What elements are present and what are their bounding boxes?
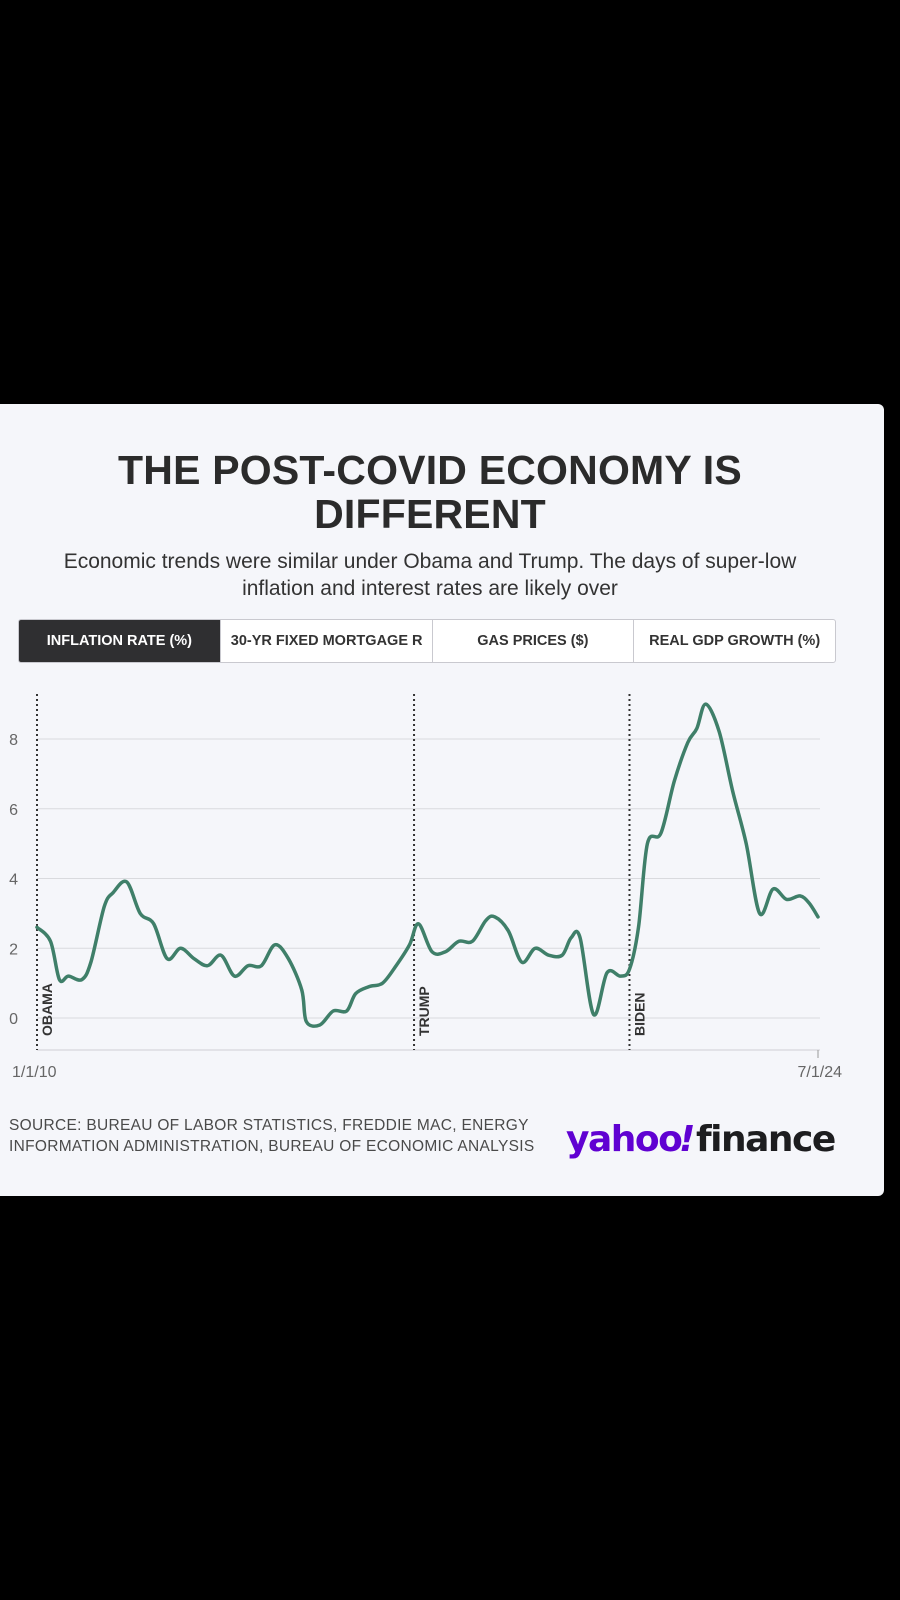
y-tick-label: 6 [9, 802, 18, 819]
chart-subtitle-line-2: inflation and interest rates are likely … [242, 577, 618, 600]
metric-tabs: INFLATION RATE (%) 30-YR FIXED MORTGAGE … [18, 619, 836, 663]
term-label: TRUMP [416, 986, 432, 1036]
yahoo-finance-logo: yahoo ! finance [566, 1119, 836, 1160]
chart-subtitle-line-1: Economic trends were similar under Obama… [63, 550, 797, 573]
y-tick-label: 8 [9, 732, 18, 749]
svg-text:yahoo: yahoo [566, 1119, 682, 1160]
chart-title-line-1: THE POST-COVID ECONOMY IS [118, 447, 742, 493]
chart-title-line-2: DIFFERENT [314, 491, 546, 537]
tab-real-gdp-growth[interactable]: REAL GDP GROWTH (%) [633, 620, 835, 662]
term-label: OBAMA [39, 983, 55, 1036]
chart-card: THE POST-COVID ECONOMY IS DIFFERENT Econ… [0, 404, 884, 1196]
y-tick-label: 4 [9, 872, 18, 889]
svg-text:finance: finance [696, 1119, 835, 1160]
x-tick-label: 1/1/10 [12, 1064, 57, 1081]
x-tick-label: 7/1/24 [798, 1064, 843, 1081]
inflation-line-chart: 0 2 4 6 8 1/1/10 7/1/24 OBAMA TRUMP BIDEN [9, 694, 843, 1081]
tab-gas-prices[interactable]: GAS PRICES ($) [431, 620, 634, 662]
source-note: SOURCE: BUREAU OF LABOR STATISTICS, FRED… [9, 1117, 535, 1155]
chart-title: THE POST-COVID ECONOMY IS DIFFERENT [0, 448, 860, 536]
chart-subtitle: Economic trends were similar under Obama… [0, 548, 860, 602]
tab-mortgage-rate[interactable]: 30-YR FIXED MORTGAGE R [219, 620, 432, 662]
y-tick-label: 2 [9, 941, 18, 958]
svg-text:!: ! [679, 1119, 695, 1160]
inflation-rate-line [35, 702, 820, 1028]
term-label: BIDEN [631, 992, 647, 1036]
y-tick-label: 0 [9, 1011, 18, 1028]
tab-inflation-rate[interactable]: INFLATION RATE (%) [19, 620, 220, 662]
